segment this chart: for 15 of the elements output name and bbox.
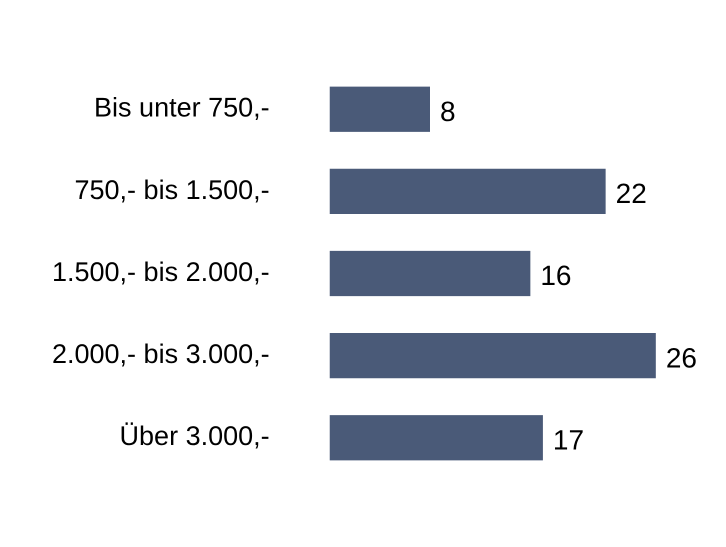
y-tick-label: 1.500,- bis 2.000,-	[52, 256, 270, 287]
bar	[330, 86, 430, 132]
bar	[330, 250, 530, 296]
data-label: 22	[616, 178, 647, 210]
bar	[330, 415, 543, 460]
y-tick-label: 750,- bis 1.500,-	[74, 174, 270, 205]
data-label: 17	[552, 424, 584, 456]
y-tick-label: 2.000,- bis 3.000,-	[52, 339, 270, 370]
bar	[330, 168, 606, 214]
data-label: 26	[666, 342, 697, 374]
y-tick-label: Über 3.000,-	[120, 421, 270, 452]
data-label: 16	[540, 260, 572, 292]
y-tick-label: Bis unter 750,-	[94, 92, 270, 123]
data-label: 8	[440, 96, 456, 127]
bar	[330, 333, 656, 378]
